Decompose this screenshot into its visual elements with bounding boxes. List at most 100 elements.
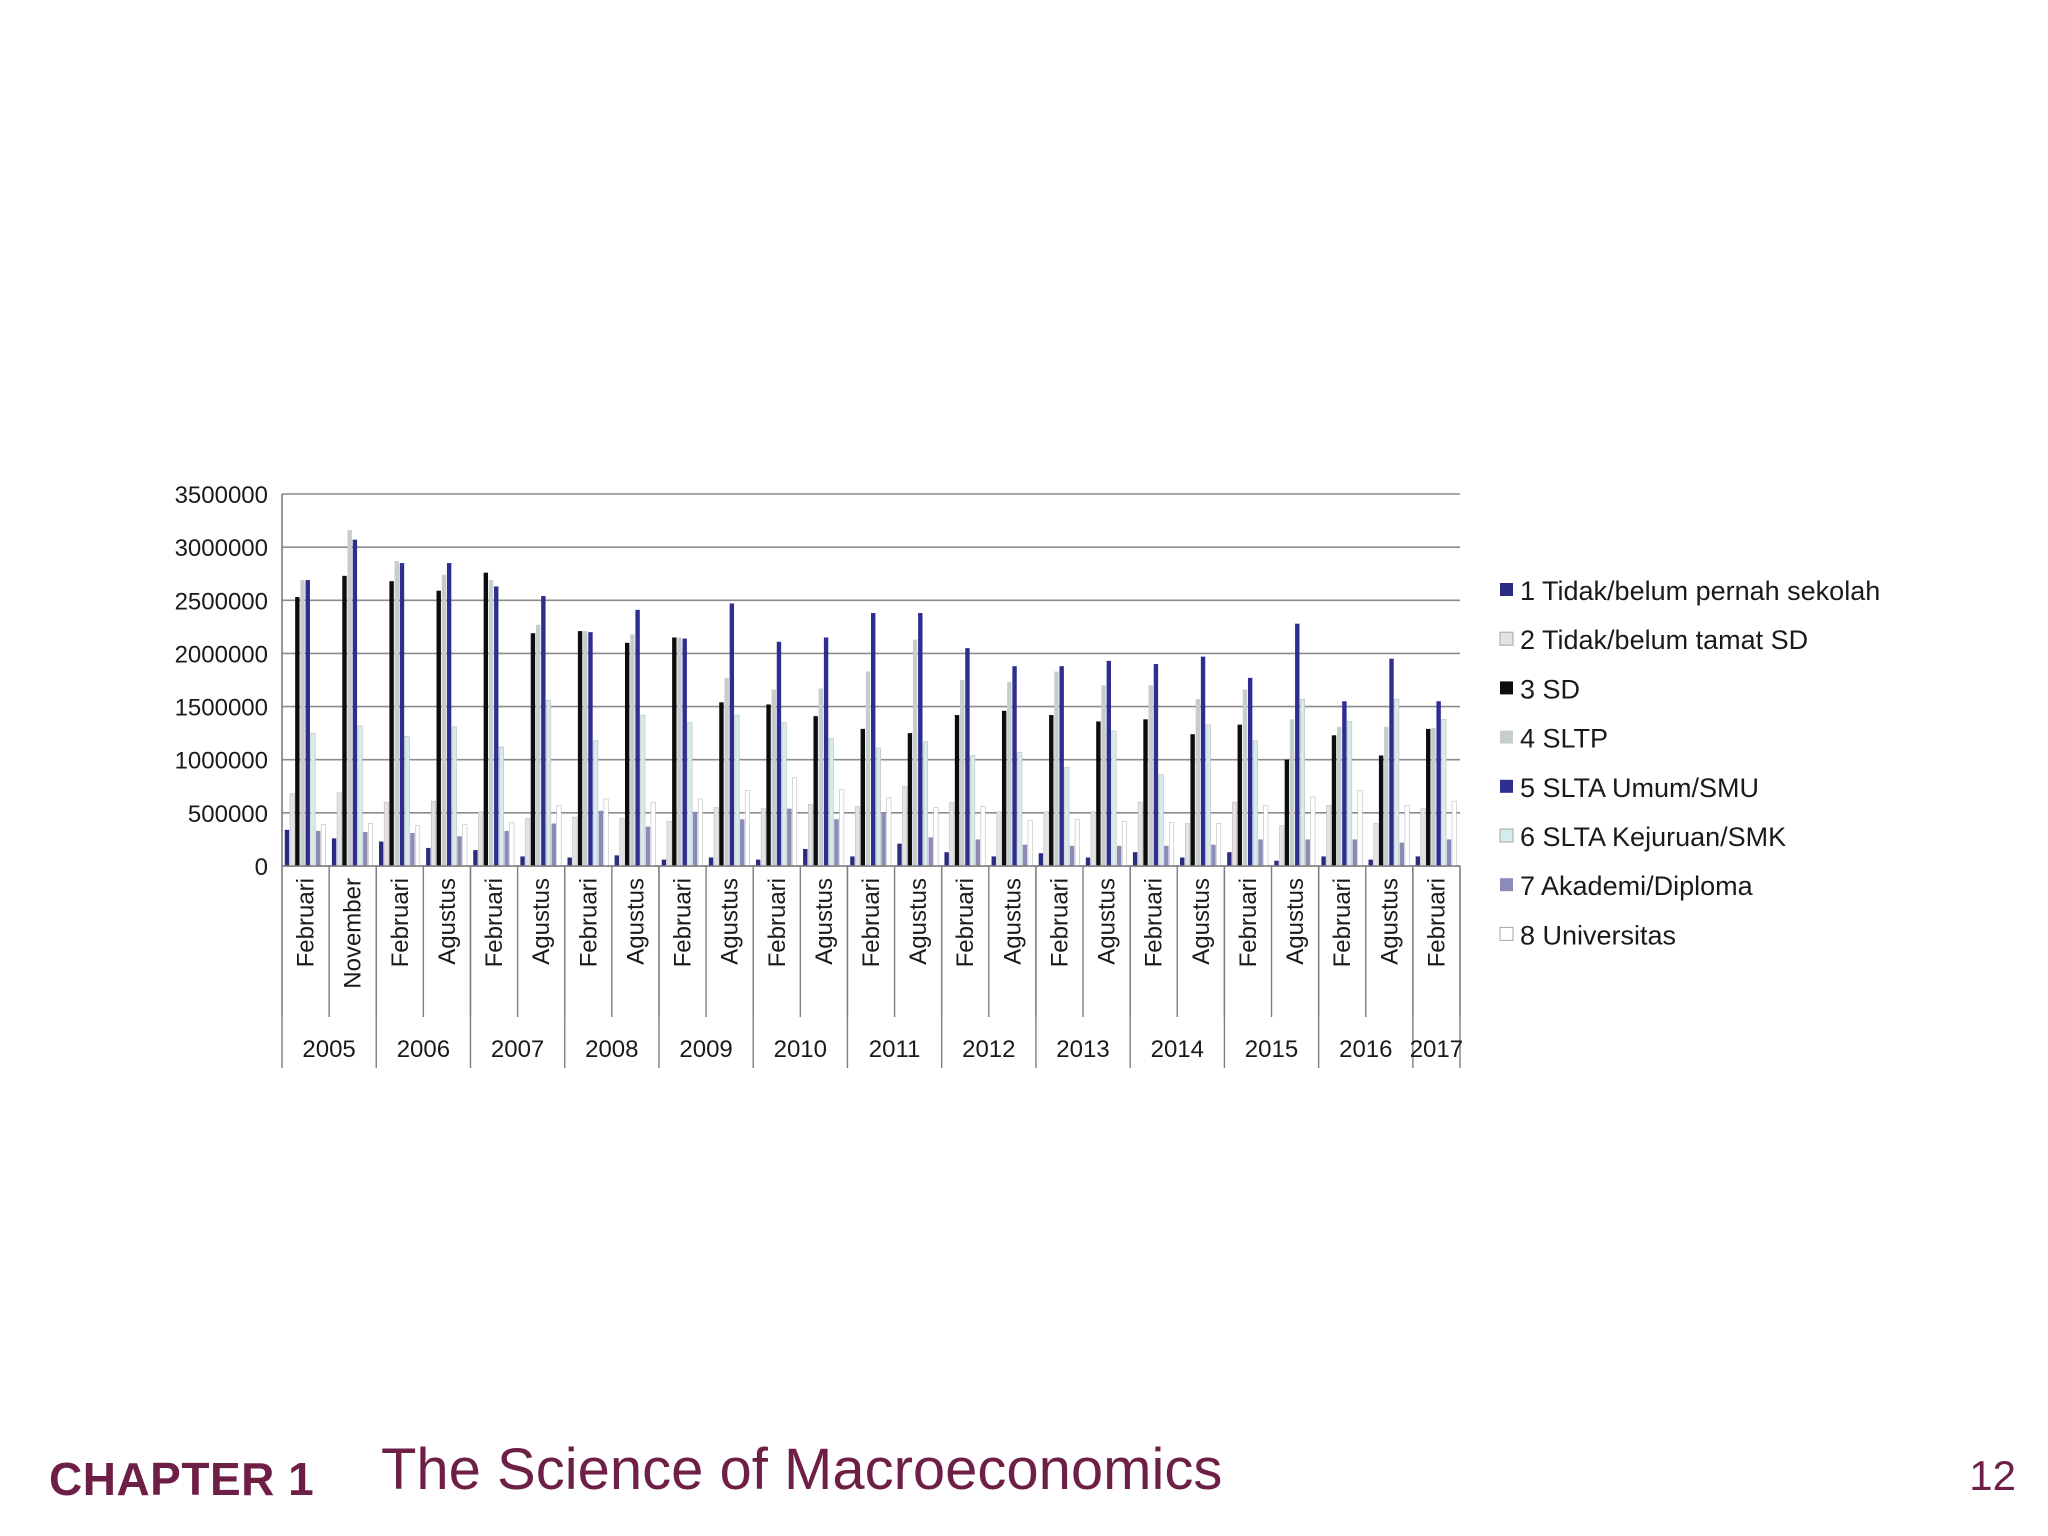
legend-label: 7 Akademi/Diploma — [1520, 871, 1754, 901]
bar — [462, 824, 468, 867]
y-tick-label: 3500000 — [175, 482, 268, 509]
axes — [281, 494, 1460, 867]
bar — [1085, 857, 1091, 866]
bar — [1049, 715, 1054, 866]
bar — [488, 580, 494, 866]
x-year-label: 2014 — [1151, 1036, 1204, 1063]
x-year-label: 2015 — [1245, 1036, 1298, 1063]
chapter-label: CHAPTER 1 — [49, 1453, 315, 1505]
bar — [1227, 852, 1232, 866]
bar — [928, 837, 933, 866]
legend-swatch — [1500, 583, 1513, 596]
bar — [1043, 811, 1049, 867]
x-year-label: 2010 — [774, 1036, 827, 1063]
bar — [1143, 719, 1148, 866]
bar — [394, 560, 399, 866]
legend-swatch — [1499, 926, 1514, 941]
bar — [803, 848, 808, 866]
bar — [645, 826, 651, 866]
bar — [525, 817, 531, 867]
bar — [1054, 671, 1059, 866]
bar — [1117, 845, 1122, 866]
bar — [1200, 656, 1206, 866]
bar — [1352, 839, 1357, 866]
x-category-label: Agustus — [528, 878, 555, 965]
bar — [1337, 726, 1342, 866]
bar — [315, 830, 321, 866]
bar — [1310, 796, 1316, 867]
bar — [729, 603, 735, 866]
bar — [1436, 701, 1441, 866]
x-year-label: 2006 — [397, 1036, 450, 1063]
bar — [300, 580, 305, 866]
bar — [441, 574, 447, 866]
bar — [1027, 819, 1033, 867]
bar — [1038, 853, 1044, 866]
bar — [1111, 730, 1117, 867]
bar — [1237, 724, 1242, 866]
bar — [1357, 790, 1363, 867]
legend-label: 2 Tidak/belum tamat SD — [1520, 625, 1808, 655]
bar — [556, 805, 562, 867]
legend-label: 1 Tidak/belum pernah sekolah — [1520, 576, 1880, 606]
bar — [1247, 677, 1253, 866]
bar — [897, 843, 902, 866]
bar — [965, 648, 970, 866]
bar — [1132, 852, 1138, 866]
bar — [1321, 856, 1326, 866]
bar — [991, 856, 996, 866]
bar — [760, 808, 766, 867]
x-category-label: Agustus — [1282, 878, 1309, 965]
bar — [295, 597, 300, 866]
bar — [1169, 822, 1175, 867]
bar — [1373, 823, 1379, 867]
bar — [1331, 735, 1337, 866]
bar — [625, 642, 630, 866]
bar — [415, 825, 421, 867]
bar — [1205, 724, 1211, 867]
bar — [577, 631, 583, 866]
bar — [666, 821, 672, 867]
bar — [389, 581, 394, 866]
x-category-label: Agustus — [717, 878, 744, 965]
bar — [588, 632, 593, 866]
bar — [1420, 808, 1426, 867]
bar — [598, 810, 604, 866]
bar — [572, 816, 578, 867]
bar — [661, 859, 667, 866]
y-tick-label: 1000000 — [175, 748, 268, 775]
bar — [902, 785, 908, 867]
bar — [823, 637, 829, 866]
bar — [1195, 699, 1201, 866]
x-category-label: Februari — [481, 878, 508, 967]
x-category-label: Agustus — [811, 878, 838, 965]
chapter-title: The Science of Macroeconomics — [381, 1437, 1223, 1502]
y-tick-label: 2000000 — [175, 641, 268, 668]
bar — [792, 777, 798, 867]
bar — [918, 613, 923, 866]
x-category-label: Februari — [858, 878, 885, 967]
bar — [331, 838, 337, 866]
bar — [781, 722, 787, 867]
bar — [630, 634, 635, 866]
bar — [1090, 811, 1096, 867]
bar — [310, 732, 316, 867]
bar — [907, 733, 913, 866]
bar — [1106, 660, 1111, 866]
legend-label: 6 SLTA Kejuruan/SMK — [1520, 822, 1786, 852]
y-axis-tick-labels: 0 500000 1000000 1500000 2000000 2500000 30000… — [175, 482, 268, 881]
y-tick-label: 1500000 — [175, 695, 268, 722]
bar — [1211, 844, 1216, 866]
legend-label: 5 SLTA Umum/SMU — [1520, 773, 1759, 803]
bar — [719, 702, 724, 866]
bar — [431, 800, 437, 867]
bar — [520, 856, 525, 866]
bar — [1399, 842, 1405, 866]
bar — [551, 823, 556, 866]
bar — [682, 638, 687, 866]
bar — [960, 680, 965, 866]
bar — [1404, 805, 1410, 867]
bar — [603, 798, 609, 867]
bar — [1137, 801, 1143, 867]
bar — [347, 530, 352, 866]
